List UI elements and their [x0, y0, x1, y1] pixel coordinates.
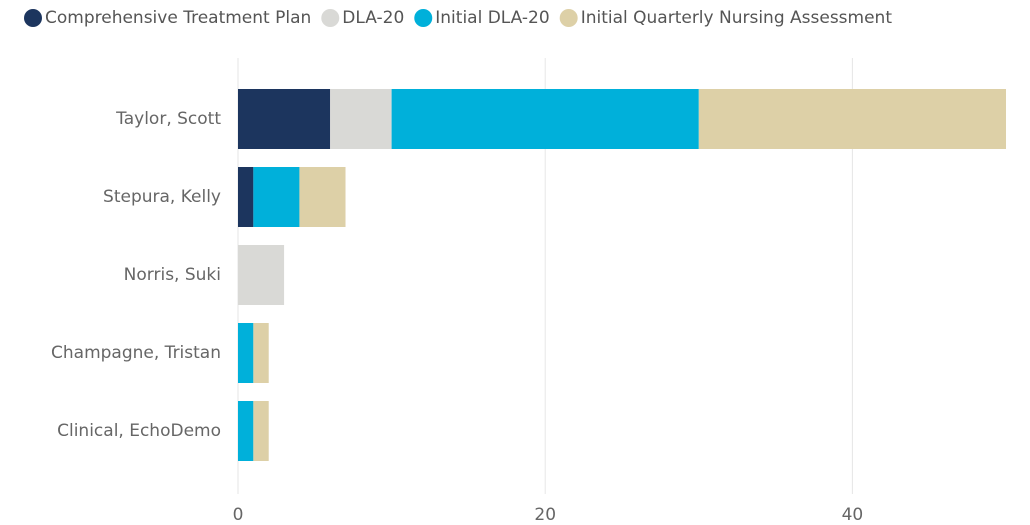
- x-tick-label: 20: [534, 505, 556, 525]
- bar-segment: [330, 89, 392, 149]
- bar-segment: [253, 167, 300, 227]
- bar-segment: [253, 323, 269, 383]
- bar-segment: [238, 323, 254, 383]
- bar-segment: [238, 89, 331, 149]
- legend-marker: [414, 9, 433, 27]
- legend-marker: [321, 9, 340, 27]
- x-tick-label: 40: [842, 505, 864, 525]
- y-tick-label: Clinical, EchoDemo: [57, 421, 221, 441]
- bar-segment: [238, 245, 285, 305]
- bar-segment: [299, 167, 346, 227]
- legend-marker: [24, 9, 42, 27]
- y-tick-label: Taylor, Scott: [115, 109, 221, 129]
- legend-label: DLA-20: [342, 8, 404, 28]
- legend-label: Initial Quarterly Nursing Assessment: [581, 8, 893, 28]
- bar-segment: [698, 89, 1006, 149]
- bar-segment: [391, 89, 699, 149]
- legend-label: Comprehensive Treatment Plan: [45, 8, 311, 28]
- y-tick-label: Champagne, Tristan: [51, 343, 221, 363]
- y-tick-label: Stepura, Kelly: [103, 187, 221, 207]
- x-tick-label: 0: [233, 505, 244, 525]
- legend-label: Initial DLA-20: [435, 8, 549, 28]
- bar-segment: [238, 401, 254, 461]
- y-tick-label: Norris, Suki: [124, 265, 221, 285]
- bar-segment: [253, 401, 269, 461]
- legend-marker: [559, 9, 578, 27]
- bar-segment: [238, 167, 254, 227]
